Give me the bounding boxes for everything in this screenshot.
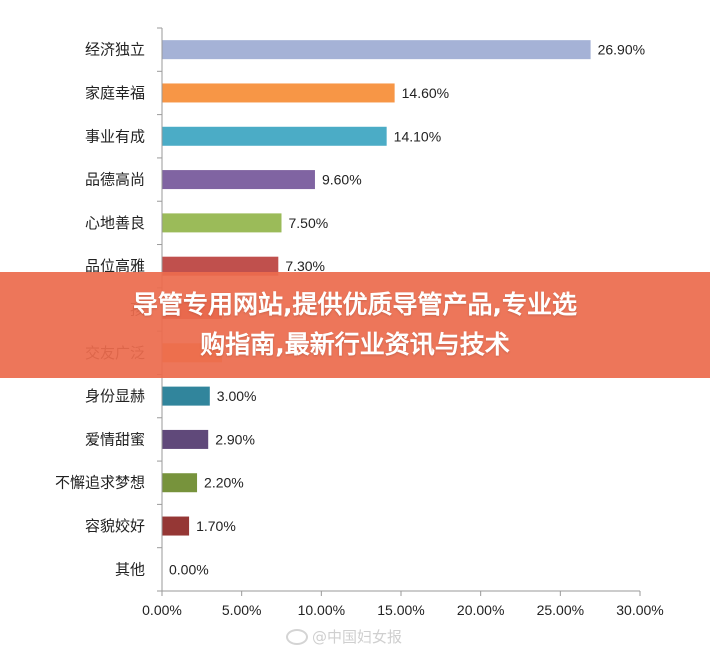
bar: [162, 256, 279, 276]
data-label: 2.20%: [204, 475, 244, 491]
data-label: 7.50%: [289, 215, 329, 231]
x-tick-label: 20.00%: [457, 602, 504, 618]
bar: [162, 386, 210, 406]
category-label: 品德高尚: [85, 171, 145, 189]
x-tick-label: 25.00%: [537, 602, 584, 618]
data-label: 7.30%: [285, 258, 325, 274]
category-label: 心地善良: [85, 214, 145, 232]
bar: [162, 40, 591, 60]
promo-banner[interactable]: 导管专用网站,提供优质导管产品,专业选 购指南,最新行业资讯与技术: [0, 272, 710, 378]
bar: [162, 126, 387, 146]
x-tick-label: 5.00%: [222, 602, 262, 618]
category-label: 容貌姣好: [85, 517, 145, 535]
banner-line-1: 导管专用网站,提供优质导管产品,专业选: [133, 290, 577, 319]
bar: [162, 170, 315, 190]
data-label: 1.70%: [196, 518, 236, 534]
x-tick-label: 0.00%: [142, 602, 182, 618]
bar: [162, 473, 198, 493]
category-label: 身份显赫: [85, 387, 145, 405]
data-label: 14.60%: [402, 85, 449, 101]
category-label: 品位高雅: [85, 257, 145, 275]
category-label: 家庭幸福: [85, 84, 145, 102]
x-tick-label: 15.00%: [377, 602, 424, 618]
weibo-icon: [286, 628, 308, 645]
bar: [162, 213, 282, 233]
category-label: 事业有成: [85, 127, 145, 145]
watermark: @中国妇女报: [286, 626, 402, 647]
watermark-text: @中国妇女报: [312, 628, 403, 646]
x-tick-label: 30.00%: [616, 602, 663, 618]
banner-text: 导管专用网站,提供优质导管产品,专业选 购指南,最新行业资讯与技术: [133, 285, 577, 365]
category-label: 不懈追求梦想: [55, 474, 145, 492]
category-label: 其他: [115, 560, 145, 578]
bar: [162, 516, 190, 536]
data-label: 14.10%: [394, 128, 441, 144]
labels-layer: 经济独立 26.90% 家庭幸福 14.60% 事业有成 14.10% 品德高尚 9.60% 心…: [55, 41, 645, 579]
category-label: 经济独立: [85, 41, 145, 59]
data-label: 9.60%: [322, 172, 362, 188]
category-label: 爱情甜蜜: [85, 430, 145, 448]
bar: [162, 429, 209, 449]
bar: [162, 83, 395, 103]
banner-line-2: 购指南,最新行业资讯与技术: [200, 330, 510, 359]
data-label: 26.90%: [598, 42, 645, 58]
data-label: 0.00%: [169, 561, 209, 577]
data-label: 3.00%: [217, 388, 257, 404]
x-tick-label: 10.00%: [298, 602, 345, 618]
data-label: 2.90%: [215, 431, 255, 447]
